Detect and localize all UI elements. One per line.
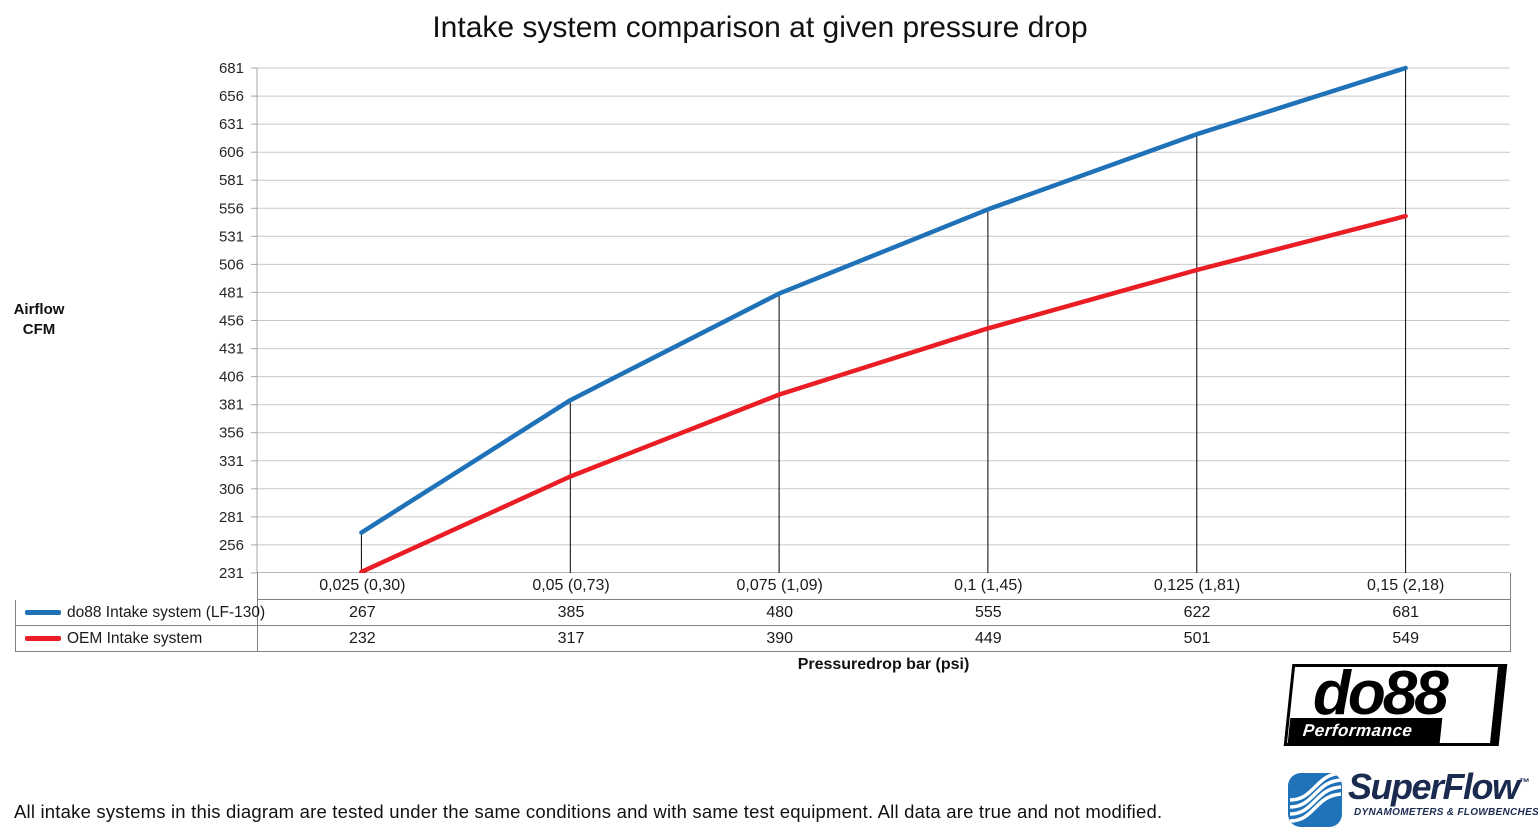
svg-text:456: 456: [219, 313, 244, 330]
svg-text:306: 306: [219, 481, 244, 498]
chart-svg: 681 656 631 606 581 556 531 506 481 456 431 406 381 3…: [219, 60, 1510, 582]
footer-note: All intake systems in this diagram are t…: [14, 801, 1163, 822]
svg-text:406: 406: [219, 369, 244, 386]
superflow-tagline: DYNAMOMETERS & FLOWBENCHES: [1354, 807, 1538, 818]
legend-label: do88 Intake system (LF-130): [67, 603, 266, 621]
x-labels-row: 0,025 (0,30) 0,05 (0,73) 0,075 (1,09) 0,1 (…: [257, 573, 1511, 600]
svg-text:481: 481: [219, 284, 244, 301]
do88-logo-wordmark: do88: [1313, 659, 1449, 728]
series-value-cell: 555: [975, 603, 1002, 621]
legend-line-swatch: [25, 610, 61, 615]
chart-title: Intake system comparison at given pressu…: [432, 11, 1088, 44]
svg-text:556: 556: [219, 200, 244, 217]
x-axis-label: 0,05 (0,73): [532, 577, 610, 594]
svg-text:381: 381: [219, 397, 244, 414]
svg-text:631: 631: [219, 116, 244, 133]
series-value-cell: 549: [1392, 629, 1420, 647]
svg-text:256: 256: [219, 537, 244, 554]
svg-text:506: 506: [219, 256, 244, 273]
x-axis-title: Pressuredrop bar (psi): [797, 656, 970, 673]
series-value-cell: 385: [557, 603, 585, 621]
x-axis-label: 0,125 (1,81): [1153, 577, 1241, 594]
series-value-cell: 267: [348, 603, 376, 621]
series-value-cell: 681: [1392, 603, 1420, 621]
x-axis-label: 0,025 (0,30): [319, 577, 406, 594]
trademark-symbol: ™: [1518, 777, 1530, 789]
legend-cell: do88 Intake system (LF-130): [16, 600, 265, 625]
svg-text:431: 431: [219, 341, 244, 358]
svg-text:356: 356: [219, 425, 244, 442]
series-value-cell: 317: [557, 629, 585, 647]
series-value-cell: 390: [766, 629, 794, 647]
series-row: OEM Intake system 232 317 390 449 501 549: [15, 626, 1511, 652]
svg-text:606: 606: [219, 144, 244, 161]
chart-plot-area: 681 656 631 606 581 556 531 506 481 456 431 406 381 3…: [219, 60, 1510, 582]
series-value-cell: 622: [1183, 603, 1211, 621]
y-axis-title: Airflow CFM: [13, 301, 65, 338]
series-value-cell: 501: [1183, 629, 1211, 647]
svg-text:681: 681: [219, 60, 244, 77]
series-value-cell: 449: [975, 629, 1002, 647]
legend-label: OEM Intake system: [67, 629, 203, 647]
x-axis-label: 0,1 (1,45): [954, 577, 1023, 594]
superflow-name-text: SuperFlow: [1348, 766, 1520, 807]
legend-line-swatch: [25, 636, 61, 641]
svg-text:231: 231: [219, 565, 244, 582]
svg-text:581: 581: [219, 172, 244, 189]
do88-logo-tagline: Performance: [1287, 718, 1443, 743]
legend-cell: OEM Intake system: [16, 626, 258, 651]
superflow-wordmark: SuperFlow™: [1348, 766, 1530, 808]
superflow-logo: SuperFlow™ DYNAMOMETERS & FLOWBENCHES: [1288, 766, 1538, 828]
do88-logo: do88 Performance: [1283, 659, 1512, 752]
superflow-wave-icon: [1288, 773, 1342, 827]
series-row: do88 Intake system (LF-130) 267 385 480 555 6…: [15, 600, 1511, 626]
x-axis-label: 0,15 (2,18): [1367, 577, 1445, 594]
series-value-cell: 232: [348, 629, 376, 647]
svg-text:656: 656: [219, 88, 244, 105]
svg-text:281: 281: [219, 509, 244, 526]
x-axis-label: 0,075 (1,09): [736, 577, 823, 594]
svg-text:531: 531: [219, 228, 244, 245]
series-value-cell: 480: [766, 603, 794, 621]
svg-text:331: 331: [219, 453, 244, 470]
